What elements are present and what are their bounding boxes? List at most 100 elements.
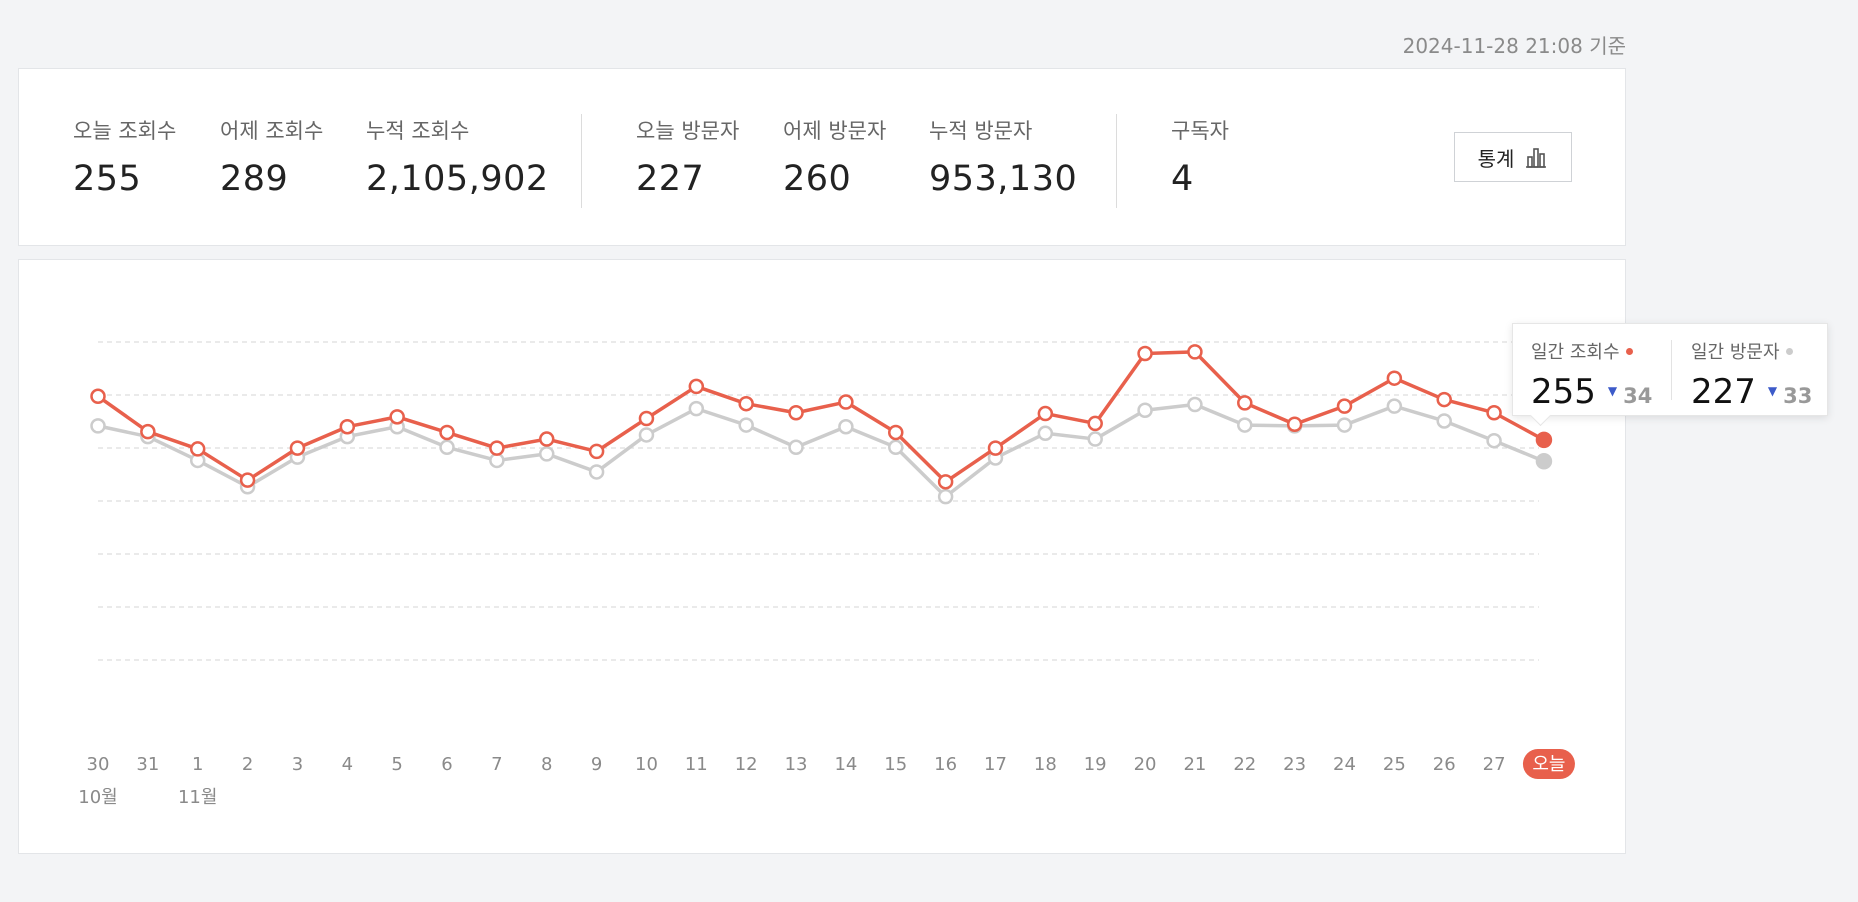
x-tick-label: 18 <box>1034 754 1057 775</box>
x-tick-label: 27 <box>1483 754 1506 775</box>
tooltip-views-delta: 34 <box>1623 384 1653 408</box>
x-tick-label: 8 <box>541 754 552 775</box>
visitors-data-point <box>1535 453 1553 470</box>
visitors-data-point <box>688 400 705 417</box>
tooltip-views-label: 일간 조회수 <box>1531 342 1620 363</box>
views-data-point <box>638 410 655 427</box>
stat-value: 289 <box>220 159 289 199</box>
chart-card: 30 31 1 2 3 4 5 6 7 8 9 10 11 12 13 14 15 16 17 18 19 20 21 22 2… <box>18 259 1626 854</box>
stat-label: 구독자 <box>1171 119 1229 143</box>
visitors-data-point <box>1087 431 1103 447</box>
visitors-data-point <box>638 427 655 443</box>
updated-timestamp: 2024-11-28 21:08 기준 <box>1402 34 1626 58</box>
stat-label: 오늘 조회수 <box>73 119 177 143</box>
stat-value: 255 <box>73 159 142 199</box>
x-tick-label: 20 <box>1134 754 1157 775</box>
x-tick-label: 22 <box>1233 754 1256 775</box>
views-data-point <box>1486 404 1502 421</box>
statistics-button[interactable]: 통계 <box>1454 132 1572 182</box>
visitors-data-point <box>1037 425 1054 442</box>
visitors-data-point <box>90 418 106 434</box>
stat-value: 2,105,902 <box>366 159 549 199</box>
views-data-point <box>538 431 555 447</box>
tooltip-visitors-delta: 33 <box>1783 384 1813 408</box>
month-label: 10월 <box>78 787 117 808</box>
visitors-data-point <box>888 439 904 456</box>
divider <box>581 114 582 208</box>
views-data-point <box>1187 344 1203 360</box>
views-data-point <box>339 418 356 435</box>
x-tick-label: 11 <box>685 754 708 775</box>
x-tick-label: 25 <box>1383 754 1406 775</box>
bar-chart-icon <box>1526 148 1547 168</box>
views-data-point <box>239 472 256 488</box>
stat-label: 누적 방문자 <box>929 119 1033 143</box>
visitors-data-point <box>439 439 455 456</box>
stat-value: 227 <box>636 159 705 199</box>
stat-label: 어제 조회수 <box>220 119 324 143</box>
views-data-point <box>588 443 605 460</box>
views-data-point <box>888 424 904 441</box>
x-tick-label: 23 <box>1283 754 1306 775</box>
views-data-point <box>1286 416 1303 432</box>
x-tick-label: 6 <box>441 754 452 775</box>
views-data-point <box>838 394 854 410</box>
views-data-point <box>738 395 754 412</box>
daily-line-chart: 30 31 1 2 3 4 5 6 7 8 9 10 11 12 13 14 15 16 17 18 19 20 21 22 2… <box>78 341 1575 808</box>
down-arrow-icon: ▼ <box>1767 384 1778 398</box>
x-tick-label: 13 <box>785 754 808 775</box>
x-tick-label: 12 <box>735 754 758 775</box>
visitors-legend-dot <box>1785 347 1793 355</box>
stat-subscribers: 구독자 4 <box>1171 115 1229 199</box>
views-data-point <box>289 440 306 456</box>
views-data-point <box>937 474 954 490</box>
views-data-point <box>688 378 705 395</box>
tooltip-visitors-label: 일간 방문자 <box>1691 342 1780 363</box>
x-tick-label: 7 <box>491 754 502 775</box>
visitors-data-point <box>538 446 555 462</box>
x-tick-label: 30 <box>87 754 110 775</box>
visitors-data-point <box>1336 417 1353 433</box>
views-data-point <box>1137 345 1153 362</box>
stat-total-views: 누적 조회수 2,105,902 <box>366 115 549 199</box>
visitors-data-point <box>489 452 505 469</box>
x-tick-label: 10 <box>635 754 658 775</box>
stat-value: 953,130 <box>929 159 1078 199</box>
views-data-point <box>189 441 206 457</box>
visitors-data-point <box>937 488 954 505</box>
stat-total-visitors: 누적 방문자 953,130 <box>929 115 1077 199</box>
stat-label: 어제 방문자 <box>783 119 887 143</box>
views-series-line <box>96 350 1545 484</box>
visitors-data-point <box>1187 396 1203 413</box>
stat-yesterday-visitors: 어제 방문자 260 <box>783 115 886 199</box>
stat-label: 오늘 방문자 <box>636 119 740 143</box>
views-legend-dot <box>1625 347 1633 355</box>
stat-yesterday-views: 어제 조회수 289 <box>220 115 323 199</box>
views-data-point <box>1237 395 1253 411</box>
visitors-data-point <box>588 464 605 480</box>
tooltip-visitors: 일간 방문자 227 ▼ 33 <box>1691 338 1812 412</box>
today-pill <box>1522 749 1575 779</box>
views-data-point <box>1535 431 1553 449</box>
chart-tooltip: 일간 조회수 255 ▼ 34 일간 방문자 227 ▼ 33 <box>1512 323 1828 427</box>
x-tick-label: 24 <box>1333 754 1356 775</box>
month-label: 11월 <box>178 787 217 808</box>
views-data-point <box>1087 415 1103 432</box>
visitors-data-point <box>788 439 804 456</box>
x-tick-label: 19 <box>1084 754 1107 775</box>
x-tick-label: 14 <box>834 754 857 775</box>
x-tick-label: 17 <box>984 754 1007 775</box>
down-arrow-icon: ▼ <box>1607 384 1618 398</box>
x-tick-label: 3 <box>292 754 303 775</box>
x-tick-label: 5 <box>391 754 402 775</box>
visitors-data-point <box>1137 402 1153 419</box>
visitors-data-point <box>1486 432 1502 449</box>
x-tick-label: 31 <box>136 754 159 775</box>
x-tick-label: 2 <box>242 754 253 775</box>
divider <box>1116 114 1117 208</box>
x-tick-label: 9 <box>591 754 602 775</box>
visitors-data-point <box>1386 398 1403 414</box>
tooltip-divider <box>1671 340 1672 400</box>
stat-today-views: 오늘 조회수 255 <box>73 115 176 199</box>
views-data-point <box>1037 405 1054 422</box>
